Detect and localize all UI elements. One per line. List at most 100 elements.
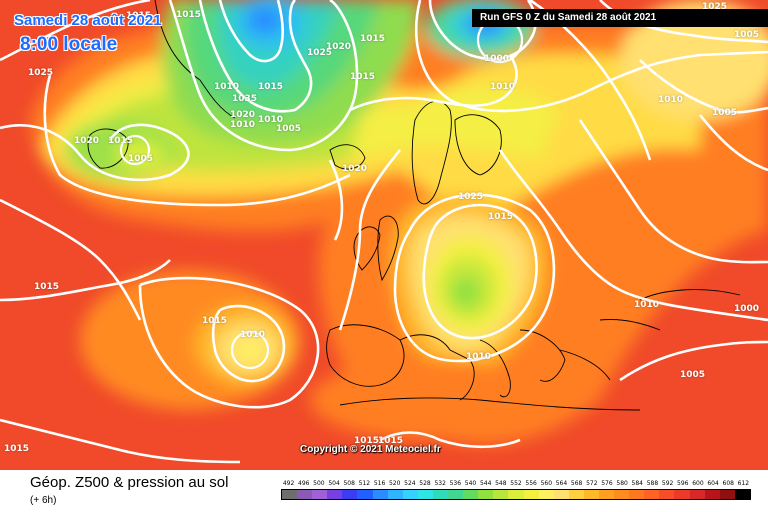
isobar-label: 1015 bbox=[354, 436, 380, 446]
isobar-label: 1005 bbox=[712, 108, 738, 118]
scale-tick-label: 548 bbox=[495, 480, 507, 487]
scale-swatch bbox=[734, 490, 750, 499]
isobar-label: 1015 bbox=[202, 316, 228, 326]
scale-swatch bbox=[689, 490, 705, 499]
isobar-label: 1015 bbox=[34, 282, 60, 292]
isobar-label: 1010 bbox=[466, 352, 492, 362]
scale-swatch bbox=[523, 490, 539, 499]
isobar-label: 1000 bbox=[734, 304, 760, 314]
scale-tick-label: 576 bbox=[601, 480, 613, 487]
scale-swatch bbox=[644, 490, 660, 499]
scale-tick-label: 592 bbox=[661, 480, 674, 487]
copyright-text: Copyright © 2021 Meteociel.fr bbox=[300, 444, 441, 455]
isobar-label: 1005 bbox=[276, 124, 302, 134]
scale-tick-label: 500 bbox=[313, 480, 325, 487]
scale-swatch bbox=[417, 490, 433, 499]
map-time: 8:00 locale bbox=[20, 34, 118, 55]
isobar-label: 1015 bbox=[126, 11, 152, 21]
scale-tick-label: 552 bbox=[510, 480, 522, 487]
scale-swatch bbox=[282, 490, 298, 499]
isobar-label: 1005 bbox=[680, 370, 706, 380]
scale-swatch bbox=[432, 490, 449, 499]
scale-tick-label: 568 bbox=[570, 480, 583, 487]
isobar-label: 1035 bbox=[232, 94, 258, 104]
scale-swatch bbox=[538, 490, 554, 499]
isobar-label: 1005 bbox=[734, 30, 760, 40]
scale-swatch bbox=[659, 490, 675, 499]
scale-tick-label: 544 bbox=[479, 480, 492, 487]
legend-subtitle: (+ 6h) bbox=[30, 495, 57, 506]
isobar-label: 1015 bbox=[176, 10, 202, 20]
isobar-label: 1010 bbox=[258, 115, 284, 125]
scale-tick-label: 540 bbox=[464, 480, 477, 487]
scale-swatch bbox=[629, 490, 645, 499]
scale-tick-label: 584 bbox=[631, 480, 643, 487]
scale-tick-label: 524 bbox=[404, 480, 416, 487]
scale-swatch bbox=[463, 490, 479, 499]
scale-swatch bbox=[508, 490, 524, 499]
scale-swatch bbox=[553, 490, 569, 499]
isobar-label: 1010 bbox=[634, 300, 660, 310]
scale-swatch bbox=[402, 490, 418, 499]
scale-tick-label: 520 bbox=[388, 480, 401, 487]
scale-tick-label: 496 bbox=[298, 480, 310, 487]
isobar-label: 1005 bbox=[128, 154, 154, 164]
coastlines bbox=[87, 0, 741, 411]
scale-tick-label: 492 bbox=[282, 480, 295, 487]
scale-swatch bbox=[357, 490, 373, 499]
scale-tick-label: 528 bbox=[419, 480, 431, 487]
isobar-label: 1015 bbox=[258, 82, 284, 92]
scale-swatch bbox=[448, 490, 464, 499]
color-scale-labels: 492 496 500 504 508 512 516 520 524 528 532 536 540 5… bbox=[281, 480, 751, 488]
legend-title: Géop. Z500 & pression au sol bbox=[30, 474, 229, 491]
scale-swatch bbox=[583, 490, 599, 499]
isobar-label: 1015 bbox=[108, 136, 134, 146]
scale-tick-label: 556 bbox=[525, 480, 537, 487]
isobar-label: 1010 bbox=[230, 120, 256, 130]
isobar-label: 1020 bbox=[74, 136, 100, 146]
scale-tick-label: 572 bbox=[586, 480, 598, 487]
scale-tick-label: 532 bbox=[434, 480, 446, 487]
isobar-label: 1015 bbox=[350, 72, 376, 82]
isobar-label: 1015 bbox=[488, 212, 514, 222]
isobar-label: 1015 bbox=[360, 34, 386, 44]
isobar-label: 1010 bbox=[490, 82, 516, 92]
weather-map: 1015 1015 1025 1020 1015 1025 1015 1025 … bbox=[0, 0, 768, 470]
scale-tick-label: 504 bbox=[328, 480, 340, 487]
isobar-label: 1000 bbox=[484, 54, 510, 64]
scale-tick-label: 600 bbox=[692, 480, 704, 487]
isobar-label: 1015 bbox=[4, 444, 30, 454]
scale-swatch bbox=[342, 490, 358, 499]
isobar-label: 1025 bbox=[458, 192, 484, 202]
scale-tick-label: 588 bbox=[646, 480, 659, 487]
scale-tick-label: 564 bbox=[555, 480, 568, 487]
isobar-label: 1010 bbox=[658, 95, 684, 105]
isobar-label: 1010 bbox=[214, 82, 240, 92]
scale-swatch bbox=[704, 490, 720, 499]
scale-swatch bbox=[327, 490, 343, 499]
run-banner: Run GFS 0 Z du Samedi 28 août 2021 bbox=[472, 9, 768, 27]
scale-tick-label: 612 bbox=[737, 480, 750, 487]
scale-tick-label: 596 bbox=[677, 480, 689, 487]
scale-swatch bbox=[614, 490, 630, 499]
z500-shading bbox=[30, 0, 768, 445]
scale-swatch bbox=[493, 490, 509, 499]
isobar-label: 1020 bbox=[326, 42, 352, 52]
scale-tick-label: 608 bbox=[722, 480, 734, 487]
scale-swatch bbox=[719, 490, 735, 499]
scale-swatch bbox=[297, 490, 313, 499]
isobar-label: 1010 bbox=[240, 330, 266, 340]
map-canvas bbox=[0, 0, 768, 470]
isobar-label: 1025 bbox=[307, 48, 333, 58]
scale-tick-label: 604 bbox=[707, 480, 719, 487]
isobar-label: 1020 bbox=[342, 164, 368, 174]
scale-swatch bbox=[387, 490, 403, 499]
isobar-label: 1025 bbox=[28, 68, 54, 78]
scale-tick-label: 516 bbox=[373, 480, 386, 487]
scale-swatch bbox=[478, 490, 494, 499]
scale-tick-label: 536 bbox=[449, 480, 462, 487]
isobars bbox=[0, 0, 768, 464]
scale-tick-label: 512 bbox=[358, 480, 371, 487]
scale-swatch bbox=[312, 490, 328, 499]
isobar-label: 1015 bbox=[378, 436, 404, 446]
